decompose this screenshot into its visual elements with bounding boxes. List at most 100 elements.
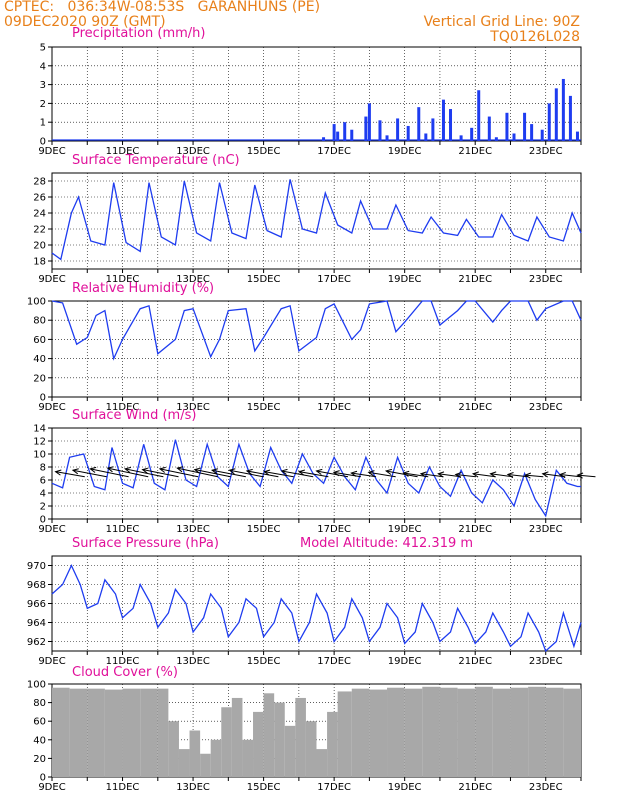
cloud-cover-title: Cloud Cover (%) — [72, 665, 178, 680]
wind-arrow — [245, 468, 279, 478]
wind-arrow — [297, 469, 329, 478]
wind-arrow — [89, 466, 129, 478]
precip-bar — [406, 125, 410, 141]
y-tick-label: 100 — [27, 680, 46, 691]
x-tick-label: 23DEC — [529, 782, 563, 793]
y-tick-label: 60 — [33, 717, 46, 728]
x-tick-label: 23DEC — [529, 402, 563, 413]
cloud-cover-bar — [305, 721, 317, 777]
wind-arrow-head — [454, 471, 462, 479]
wind-arrow — [471, 471, 496, 478]
x-tick-label: 13DEC — [176, 782, 210, 793]
wind-arrow-shaft — [473, 473, 496, 478]
wind-arrow-head — [71, 468, 79, 475]
cloud-cover-bar — [221, 707, 232, 777]
wind-arrow-shaft — [107, 467, 149, 478]
pressure-line — [51, 563, 582, 653]
y-tick-label: 970 — [27, 561, 46, 572]
temperature-line — [51, 179, 582, 261]
x-tick-label: 11DEC — [106, 524, 140, 535]
wind-arrow-head — [54, 469, 62, 476]
y-tick-label: 4 — [40, 61, 46, 72]
wind-arrow — [280, 468, 314, 478]
wind-arrow-head — [176, 466, 184, 473]
precip-bar — [367, 103, 371, 141]
wind-arrow-head — [210, 468, 219, 475]
precip-bar — [431, 118, 435, 141]
cloud-cover-bar — [387, 687, 405, 777]
y-tick-label: 20 — [33, 754, 46, 765]
x-tick-label: 17DEC — [317, 146, 351, 157]
y-tick-label: 18 — [33, 257, 46, 268]
cloud-cover-bar — [295, 697, 306, 777]
wind-arrow-head — [419, 471, 427, 478]
x-tick-label: 11DEC — [106, 782, 140, 793]
y-tick-label: 8 — [40, 463, 46, 474]
wind-arrow-head — [193, 467, 201, 474]
precip-bar — [343, 122, 347, 141]
wind-arrow-shaft — [560, 473, 581, 478]
x-tick-label: 19DEC — [388, 524, 422, 535]
wind-arrow-head — [141, 467, 149, 474]
y-tick-label: 3 — [40, 80, 46, 91]
precip-bar — [336, 131, 340, 141]
x-tick-label: 13DEC — [176, 274, 210, 285]
y-tick-label: 100 — [27, 297, 46, 308]
x-tick-label: 11DEC — [106, 146, 140, 157]
wind-arrow-head — [332, 470, 340, 477]
x-tick-label: 17DEC — [317, 656, 351, 667]
precip-bar — [554, 88, 558, 141]
wind-title: Surface Wind (m/s) — [72, 408, 196, 423]
y-tick-label: 26 — [33, 193, 46, 204]
humidity-title: Relative Humidity (%) — [72, 281, 214, 296]
cloud-cover-bar — [104, 689, 123, 777]
product-code: TQ0126L028 — [490, 29, 580, 45]
y-tick-label: 12 — [33, 437, 46, 448]
y-tick-label: 22 — [33, 225, 46, 236]
wind-arrow — [228, 468, 264, 478]
wind-arrow — [158, 466, 199, 478]
wind-arrow — [210, 468, 246, 478]
humidity-line — [51, 300, 582, 361]
wind-arrow-shaft — [299, 471, 329, 478]
wind-arrow-head — [367, 470, 375, 477]
x-tick-label: 15DEC — [247, 146, 281, 157]
x-tick-label: 17DEC — [317, 524, 351, 535]
x-tick-label: 9DEC — [38, 656, 65, 667]
wind-arrow-head — [106, 466, 114, 473]
y-tick-label: 80 — [33, 698, 46, 709]
x-tick-label: 21DEC — [458, 524, 492, 535]
wind-arrow-head — [315, 468, 323, 475]
wind-arrow-shaft — [212, 469, 246, 478]
y-tick-label: 20 — [33, 241, 46, 252]
precip-bar — [575, 131, 579, 141]
cloud-cover-bar — [231, 697, 243, 777]
cloud-cover-bar — [210, 739, 222, 777]
precip-bar — [477, 90, 481, 141]
wind-arrow-head — [350, 470, 358, 477]
x-tick-label: 9DEC — [38, 782, 65, 793]
wind-arrow-head — [541, 471, 549, 478]
wind-arrow — [176, 466, 218, 478]
wind-arrow — [71, 468, 107, 478]
x-tick-label: 13DEC — [176, 402, 210, 413]
y-tick-label: 40 — [33, 354, 46, 365]
y-tick-label: 5 — [40, 43, 46, 54]
wind-arrow-shaft — [281, 470, 314, 478]
cloud-cover-bar — [316, 749, 328, 777]
x-tick-label: 19DEC — [388, 402, 422, 413]
cloud-cover-bar — [242, 739, 254, 777]
cloud-cover-bar — [439, 687, 458, 777]
cloud-cover-bar — [492, 688, 511, 777]
y-tick-label: 964 — [27, 618, 46, 629]
y-tick-label: 4 — [40, 489, 46, 500]
plot-frame — [51, 172, 582, 270]
wind-arrow-shaft — [577, 474, 596, 478]
wind-arrow — [367, 470, 396, 478]
precip-bar — [505, 112, 509, 141]
precip-bar — [378, 120, 382, 141]
temperature-panel: 18 20 22 24 26 28 9DEC 11DEC 13DEC 15DEC 17DEC 19DE… — [33, 153, 582, 285]
x-tick-label: 9DEC — [38, 402, 65, 413]
x-tick-label: 9DEC — [38, 146, 65, 157]
